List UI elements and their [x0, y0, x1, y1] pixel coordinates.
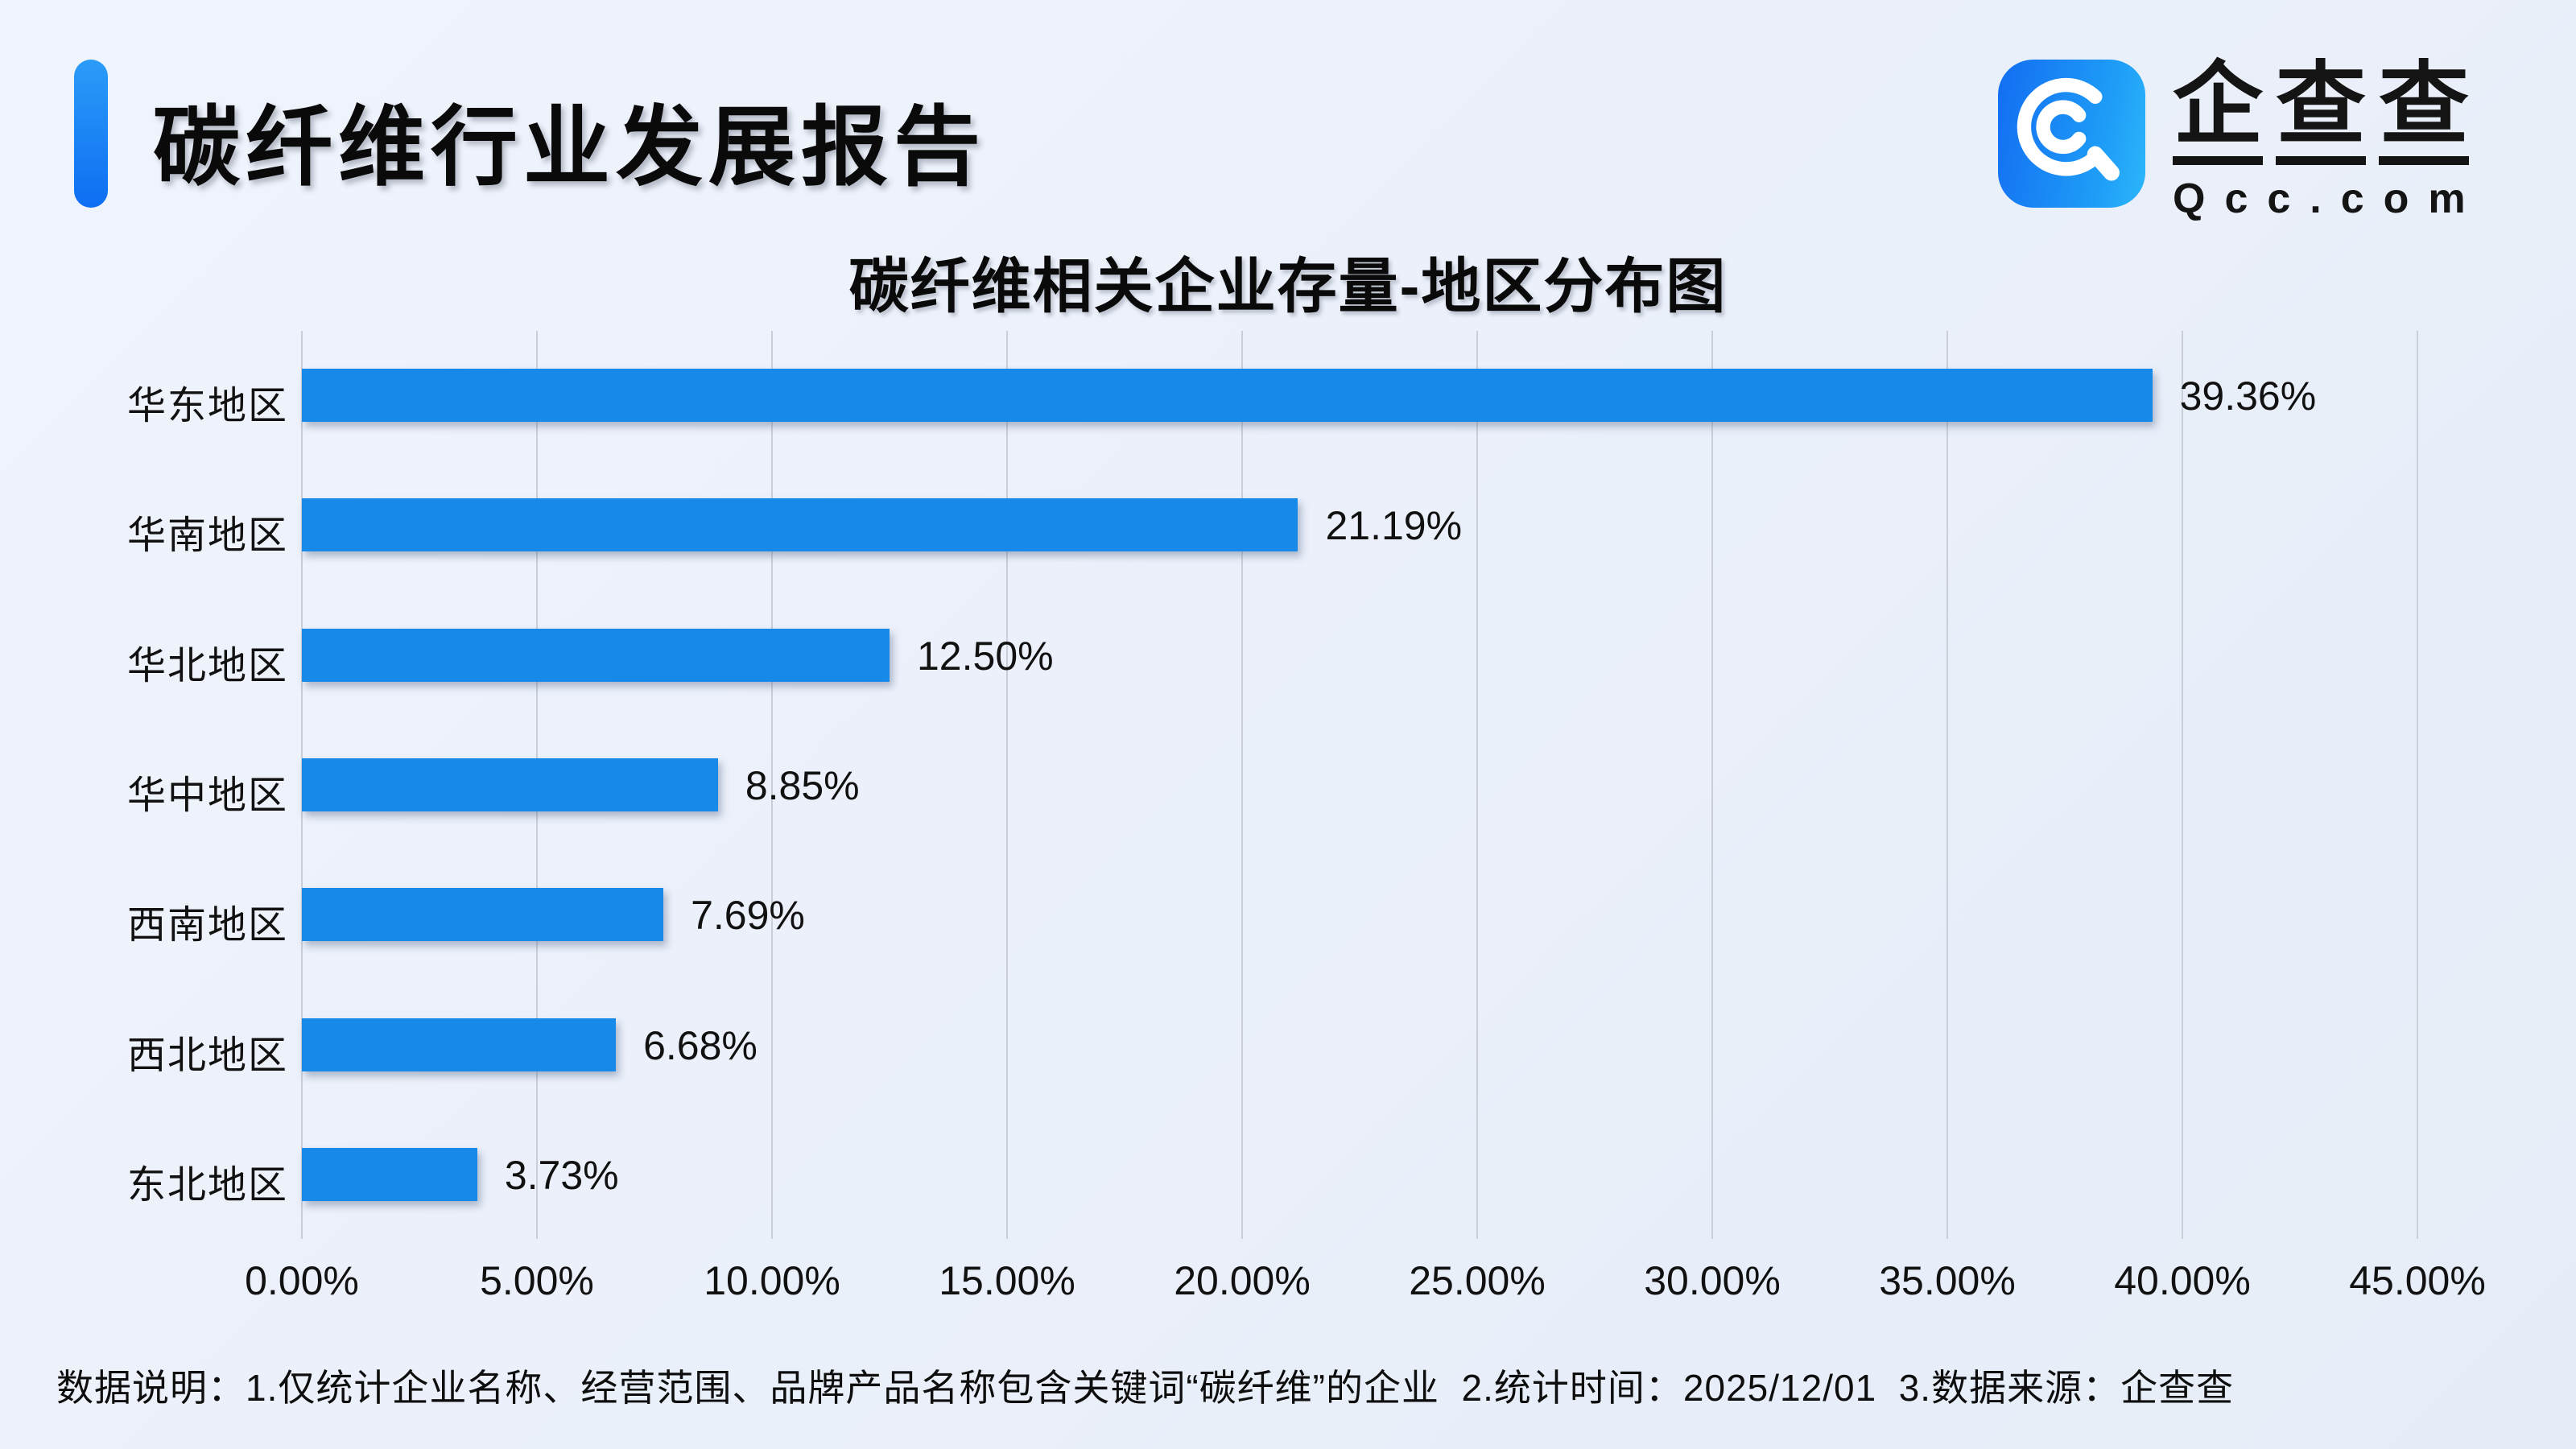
value-label: 7.69%: [691, 893, 805, 939]
x-axis-tick-label: 40.00%: [2114, 1258, 2251, 1303]
x-axis-tick-label: 45.00%: [2349, 1258, 2486, 1303]
value-label: 3.73%: [504, 1152, 619, 1198]
value-label: 21.19%: [1325, 503, 1463, 549]
value-label: 8.85%: [745, 762, 860, 808]
x-axis-tick-label: 5.00%: [480, 1258, 594, 1303]
brand-char: 企: [2173, 60, 2263, 165]
x-axis-tick-label: 10.00%: [704, 1258, 840, 1303]
category-label: 华东地区: [126, 385, 288, 427]
x-axis-tick-label: 35.00%: [1879, 1258, 2016, 1303]
qcc-logo-text: 企查查 Qcc.com: [2173, 60, 2485, 223]
bar: [302, 888, 663, 942]
x-axis-tick-label: 30.00%: [1644, 1258, 1781, 1303]
qcc-logo-icon: [1998, 60, 2145, 208]
brand-name: 企查查: [2173, 60, 2485, 165]
magnifier-q-glyph: [2017, 77, 2120, 181]
x-axis-tick-label: 25.00%: [1409, 1258, 1546, 1303]
gridline: [1476, 331, 1478, 1239]
gridline: [2182, 331, 2183, 1239]
gridline: [1006, 331, 1008, 1239]
brand-char: 查: [2276, 60, 2366, 165]
brand-char: 查: [2379, 60, 2469, 165]
title-accent-bar: [74, 60, 108, 208]
category-label: 华北地区: [126, 644, 288, 687]
category-label: 华中地区: [126, 774, 288, 817]
bar: [302, 628, 890, 682]
x-axis-tick-label: 20.00%: [1174, 1258, 1311, 1303]
chart-title: 碳纤维相关企业存量-地区分布图: [848, 253, 1728, 320]
bar: [302, 1018, 616, 1071]
gridline: [1241, 331, 1243, 1239]
x-axis-tick-label: 15.00%: [939, 1258, 1075, 1303]
x-axis-tick-label: 0.00%: [245, 1258, 359, 1303]
category-label: 西北地区: [126, 1034, 288, 1077]
brand-domain: Qcc.com: [2173, 175, 2485, 222]
footer-note: 数据说明：1.仅统计企业名称、经营范围、品牌产品名称包含关键词“碳纤维”的企业 …: [56, 1367, 2235, 1409]
category-label: 华南地区: [126, 514, 288, 558]
page-title: 碳纤维行业发展报告: [153, 98, 987, 196]
value-label: 39.36%: [2179, 374, 2317, 419]
category-label: 西南地区: [126, 904, 288, 947]
value-label: 12.50%: [917, 633, 1054, 679]
value-label: 6.68%: [643, 1022, 758, 1068]
qcc-logo: 企查查 Qcc.com: [1998, 60, 2485, 223]
bar: [302, 498, 1298, 552]
bar: [302, 1147, 477, 1201]
bar: [302, 369, 2153, 422]
gridline: [771, 331, 773, 1239]
category-label: 东北地区: [126, 1163, 288, 1207]
gridline: [2417, 331, 2418, 1239]
gridline: [1946, 331, 1948, 1239]
gridline: [1711, 331, 1713, 1239]
bar: [302, 758, 718, 811]
